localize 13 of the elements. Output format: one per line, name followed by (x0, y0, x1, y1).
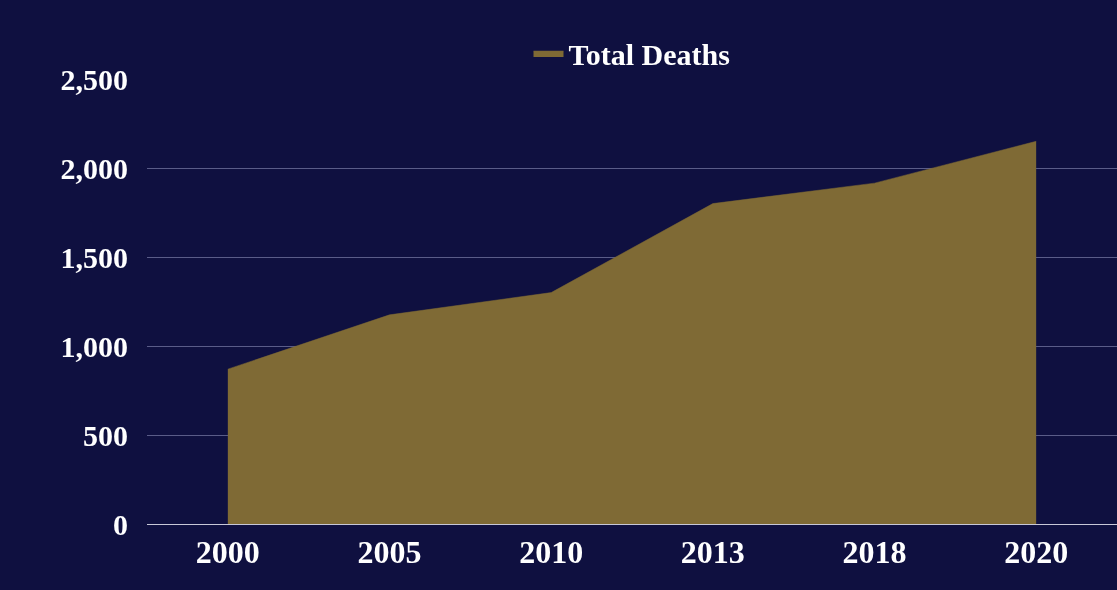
x-tick-label: 2005 (357, 534, 422, 571)
y-tick-label: 0 (113, 507, 128, 541)
x-tick-label: 2020 (1004, 534, 1069, 571)
x-tick-label: 2000 (195, 534, 260, 571)
x-tick-label: 2018 (842, 534, 907, 571)
y-tick-label: 2,000 (60, 151, 128, 185)
x-tick-label: 2010 (519, 534, 584, 571)
y-tick-label: 500 (83, 418, 128, 452)
y-tick-label: 1,000 (60, 329, 128, 363)
y-tick-label: 1,500 (60, 240, 128, 274)
y-tick-label: 2,500 (60, 62, 128, 96)
x-tick-label: 2013 (680, 534, 745, 571)
legend-label: Total Deaths (568, 37, 730, 71)
